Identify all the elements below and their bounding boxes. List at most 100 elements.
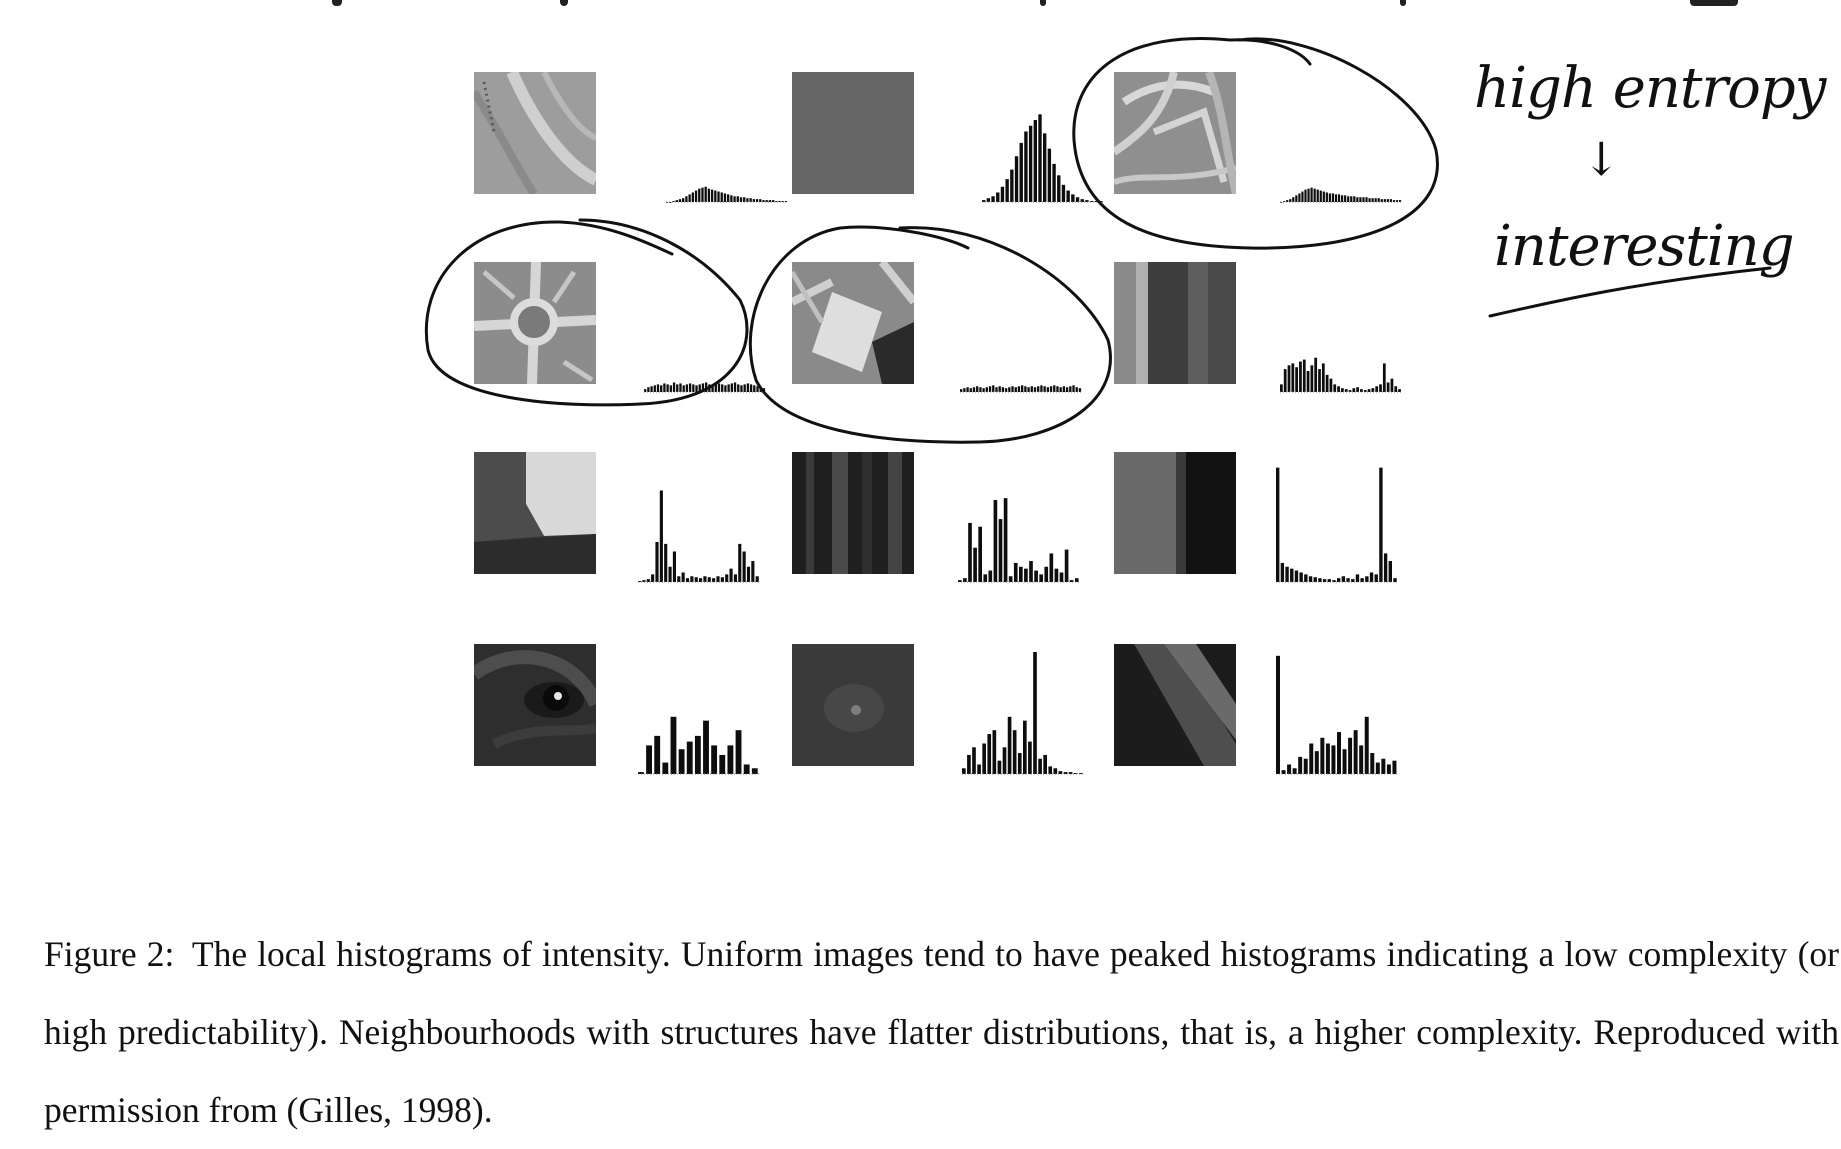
patch-r4c2 xyxy=(792,644,914,766)
histogram-bar xyxy=(765,200,768,202)
histogram-bar xyxy=(675,200,678,202)
histogram-bar xyxy=(1292,768,1297,774)
histogram-bar xyxy=(698,384,701,393)
histogram-bar xyxy=(1028,125,1033,202)
histogram-bar xyxy=(1072,385,1075,392)
histogram-bar xyxy=(1057,175,1061,202)
histogram-bar xyxy=(1059,572,1064,582)
histogram-bar xyxy=(711,745,718,774)
histogram-bar xyxy=(1298,193,1301,202)
histogram-bar xyxy=(1306,371,1310,392)
histogram-bar xyxy=(1371,388,1375,392)
histogram-bar xyxy=(1075,197,1080,202)
histogram-bar xyxy=(977,764,981,774)
histogram-bar xyxy=(1049,553,1054,582)
histogram-bar xyxy=(746,383,750,392)
histogram-bar xyxy=(1024,386,1027,392)
histogram-bar xyxy=(642,580,646,582)
histogram-bar xyxy=(979,387,982,392)
histogram-bar xyxy=(1375,386,1379,392)
histogram-bar xyxy=(1365,576,1369,582)
histogram-bar xyxy=(1375,762,1380,774)
histogram-bar xyxy=(972,747,976,774)
histogram-bar xyxy=(1053,768,1058,774)
histogram-bar xyxy=(727,194,730,203)
histogram-bar xyxy=(1017,753,1022,774)
histogram-bar xyxy=(1059,387,1062,392)
histogram-bar xyxy=(1348,737,1353,774)
histogram-bar xyxy=(781,201,784,202)
histogram-bar xyxy=(963,388,966,392)
histogram-bar xyxy=(676,384,679,393)
histogram-bar xyxy=(1017,386,1021,392)
histogram-bar xyxy=(978,526,982,582)
histogram-bar xyxy=(691,192,694,202)
histogram-bar xyxy=(982,743,986,774)
histogram-bar xyxy=(1331,193,1335,202)
histogram-bar xyxy=(1299,572,1303,582)
histogram-bar xyxy=(721,384,724,393)
histogram-bar xyxy=(678,749,685,774)
histogram-bar xyxy=(968,522,972,582)
histogram-bar xyxy=(983,574,988,583)
histogram-bar xyxy=(995,387,998,392)
histogram-bar xyxy=(1313,577,1317,582)
histogram-bar xyxy=(1043,754,1047,774)
histogram-bar xyxy=(701,187,704,202)
histogram-bar xyxy=(986,198,991,202)
histogram-bar xyxy=(1014,387,1017,392)
histogram-r3c1 xyxy=(634,456,784,584)
histogram-bar xyxy=(1353,196,1356,202)
histogram-bar xyxy=(1044,566,1049,582)
annotation-arrow: ↓ xyxy=(1582,132,1621,186)
histogram-bar xyxy=(762,388,766,392)
histogram-bar xyxy=(1034,570,1038,582)
histogram-bar xyxy=(973,547,977,582)
histogram-bar xyxy=(712,578,716,582)
patch-r2c2 xyxy=(792,262,914,384)
histogram-bar xyxy=(733,382,737,392)
histogram-bar xyxy=(1352,388,1356,392)
histogram-bar xyxy=(982,388,985,392)
histogram-bar xyxy=(692,384,695,393)
histogram-bar xyxy=(962,768,966,774)
histogram-bar xyxy=(1003,498,1008,583)
histogram-bar xyxy=(720,577,724,582)
histogram-bar xyxy=(768,200,772,202)
histogram-bar xyxy=(672,382,676,392)
histogram-bar xyxy=(660,385,663,392)
histogram-bar xyxy=(743,764,750,774)
histogram-bar xyxy=(1322,191,1325,202)
histogram-bar xyxy=(699,578,703,582)
histogram-bar xyxy=(1337,578,1341,582)
histogram-bar xyxy=(1033,120,1037,202)
histogram-bar xyxy=(738,543,742,583)
histogram-bar xyxy=(1344,195,1347,202)
histogram-bar xyxy=(1299,361,1302,392)
patch-r1c3 xyxy=(1114,72,1236,194)
histogram-bar xyxy=(1341,388,1344,392)
histogram-bar xyxy=(695,385,698,392)
histogram-bar xyxy=(1019,142,1023,202)
histogram-bar xyxy=(1369,572,1374,582)
histogram-bar xyxy=(719,754,726,774)
histogram-bar xyxy=(996,192,1000,202)
histogram-bar xyxy=(1313,188,1316,202)
histogram-bar xyxy=(1359,745,1364,774)
histogram-bar xyxy=(701,383,705,392)
histogram-bar xyxy=(646,579,650,582)
histogram-bar xyxy=(1331,745,1336,774)
histogram-bar xyxy=(1379,384,1382,393)
histogram-bar xyxy=(751,768,758,774)
histogram-bar xyxy=(1005,179,1009,203)
histogram-r2c1 xyxy=(640,266,790,394)
histogram-bar xyxy=(1039,574,1043,583)
histogram-bar xyxy=(672,551,676,582)
patch-r1c1 xyxy=(474,72,596,194)
histogram-bar xyxy=(1291,363,1295,392)
histogram-bar xyxy=(717,383,721,392)
histogram-bar xyxy=(1280,384,1283,393)
histogram-bar xyxy=(1078,388,1082,392)
histogram-bar xyxy=(669,385,672,392)
histogram-bar xyxy=(1334,194,1338,203)
